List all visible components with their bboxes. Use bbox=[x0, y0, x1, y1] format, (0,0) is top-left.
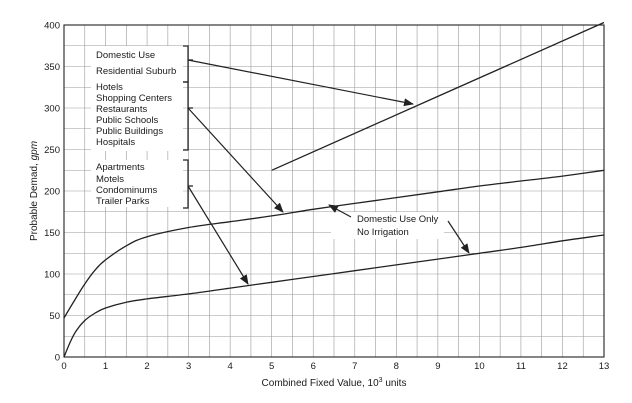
apartments-label-box bbox=[91, 160, 183, 207]
y-axis-title-unit: gpm bbox=[29, 141, 40, 160]
label-hospitals: Hospitals bbox=[96, 137, 135, 148]
annotation-line-2: No Irrigation bbox=[357, 227, 409, 238]
commercial-label-box bbox=[91, 82, 183, 151]
y-tick-label: 200 bbox=[44, 187, 60, 198]
label-residential-suburb: Residential Suburb bbox=[96, 66, 176, 77]
label-restaurants: Restaurants bbox=[96, 104, 147, 115]
arrow-annotation-upper bbox=[328, 204, 352, 218]
y-tick-label: 0 bbox=[55, 353, 60, 364]
label-shopping-centers: Shopping Centers bbox=[96, 93, 172, 104]
x-tick-label: 11 bbox=[516, 361, 526, 372]
y-axis-title: Probable Demad, gpm bbox=[29, 141, 40, 241]
residential-label-box bbox=[91, 46, 183, 82]
x-tick-label: 7 bbox=[352, 361, 357, 372]
x-tick-label: 13 bbox=[599, 361, 610, 372]
arrow-annotation-lower bbox=[447, 220, 470, 254]
tick-labels: 0 1 2 3 4 5 6 7 8 9 10 11 12 130501001502002503003504… bbox=[44, 21, 609, 373]
commercial-bracket bbox=[183, 81, 193, 151]
y-tick-label: 300 bbox=[44, 104, 60, 115]
label-condominums: Condominums bbox=[96, 185, 157, 196]
series-line-domestic-residential bbox=[271, 21, 605, 171]
y-tick-label: 250 bbox=[44, 145, 60, 156]
y-tick-label: 350 bbox=[44, 62, 60, 73]
arrow-apartments bbox=[187, 185, 249, 285]
plot-frame bbox=[63, 24, 605, 358]
label-public-schools: Public Schools bbox=[96, 115, 159, 126]
apartments-group-label: Apartments Motels Condominums Trailer Pa… bbox=[96, 162, 160, 207]
x-axis-title: Combined Fixed Value, 103 units bbox=[262, 377, 407, 389]
label-domestic-use: Domestic Use bbox=[96, 50, 155, 61]
y-tick-label: 50 bbox=[49, 311, 60, 322]
x-tick-label: 3 bbox=[186, 361, 191, 372]
x-axis-title-tail: units bbox=[383, 378, 407, 389]
x-tick-label: 6 bbox=[311, 361, 316, 372]
series-line-apartments bbox=[63, 234, 605, 358]
apartments-bracket bbox=[183, 159, 193, 209]
label-trailer-parks: Trailer Parks bbox=[96, 196, 150, 207]
label-public-buildings: Public Buildings bbox=[96, 126, 163, 137]
series-line-commercial bbox=[63, 169, 605, 319]
x-tick-label: 0 bbox=[61, 361, 66, 372]
x-tick-label: 2 bbox=[144, 361, 149, 372]
x-tick-label: 1 bbox=[103, 361, 108, 372]
x-axis-title-main: Combined Fixed Value, 10 bbox=[262, 378, 380, 389]
label-hotels: Hotels bbox=[96, 82, 123, 93]
x-tick-label: 5 bbox=[269, 361, 274, 372]
arrow-commercial bbox=[187, 107, 284, 213]
x-tick-label: 10 bbox=[474, 361, 485, 372]
y-tick-label: 100 bbox=[44, 270, 60, 281]
label-motels: Motels bbox=[96, 174, 124, 185]
x-tick-label: 9 bbox=[435, 361, 440, 372]
x-tick-label: 12 bbox=[557, 361, 568, 372]
commercial-group-label: Hotels Shopping Centers Restaurants Publ… bbox=[96, 82, 175, 148]
x-tick-label: 4 bbox=[228, 361, 233, 372]
y-tick-label: 400 bbox=[44, 21, 60, 32]
x-tick-label: 8 bbox=[394, 361, 399, 372]
arrow-residential bbox=[187, 59, 414, 107]
y-tick-label: 150 bbox=[44, 228, 60, 239]
series-lines bbox=[63, 21, 605, 358]
label-apartments: Apartments bbox=[96, 162, 145, 173]
y-axis-title-main: Probable Demad, bbox=[29, 160, 40, 241]
x-axis-title-superscript: 3 bbox=[379, 377, 383, 384]
residential-bracket bbox=[183, 45, 193, 83]
domestic-only-annotation: Domestic Use Only No Irrigation bbox=[357, 214, 441, 238]
annotation-line-1: Domestic Use Only bbox=[357, 214, 439, 225]
residential-group-label: Domestic Use Residential Suburb bbox=[96, 50, 176, 77]
